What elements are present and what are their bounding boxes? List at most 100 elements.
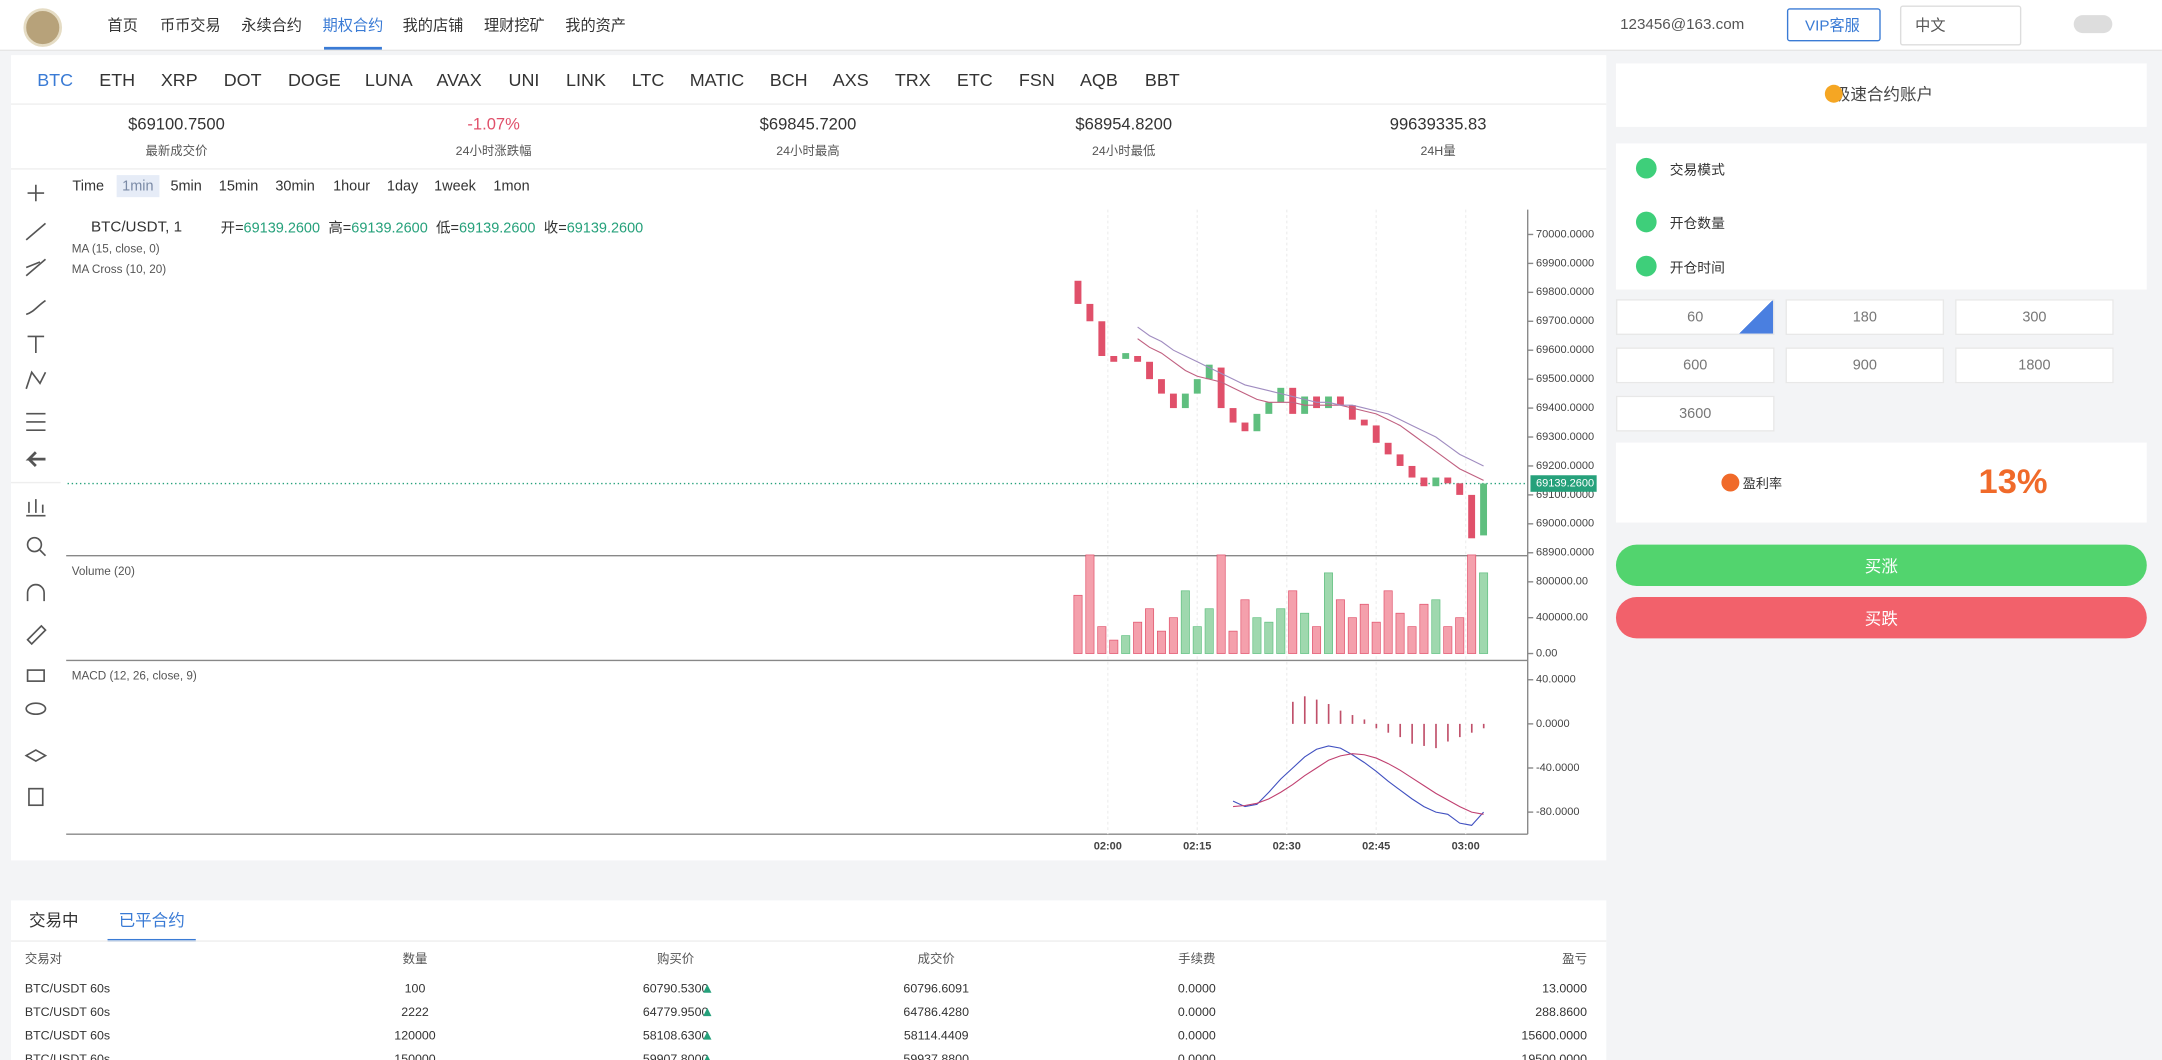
buy-up-button[interactable]: 买涨	[1615, 544, 2147, 586]
coin-tab[interactable]: LTC	[631, 69, 665, 91]
cell: 120000	[394, 1028, 436, 1043]
nav-item[interactable]: 我的店铺	[402, 17, 464, 35]
language[interactable]: 中文	[1915, 17, 1946, 35]
coin-tab[interactable]: DOGE	[287, 69, 341, 91]
coin-tab[interactable]: ETH	[99, 69, 136, 91]
nav-item[interactable]: 我的资产	[565, 17, 626, 35]
cell: 288.8600	[1535, 1005, 1587, 1019]
volume-bar	[1288, 590, 1298, 654]
volume-bar	[1085, 554, 1095, 654]
coin-tab[interactable]: LINK	[566, 69, 606, 91]
market-panel	[11, 55, 1607, 861]
interval-button[interactable]: Time	[72, 177, 105, 195]
ohlc-value: 69139.2600	[566, 219, 644, 237]
duration-button[interactable]: 900	[1785, 347, 1945, 384]
coin-tab[interactable]: MATIC	[689, 69, 745, 91]
macd-bar	[1292, 701, 1294, 724]
last-price-tag	[1530, 475, 1597, 492]
coin-tab[interactable]: XRP	[160, 69, 198, 91]
order-tab[interactable]: 已平合约	[118, 910, 185, 931]
column-header: 盈亏	[1562, 952, 1587, 966]
profit-icon	[1721, 473, 1740, 492]
user-account[interactable]: 123456@163.com	[1620, 16, 1745, 34]
nav-item[interactable]: 永续合约	[241, 17, 302, 35]
divider	[11, 103, 1607, 105]
macd-bar	[1387, 723, 1390, 733]
check-icon[interactable]	[1635, 211, 1657, 233]
check-icon[interactable]	[1635, 255, 1657, 277]
account-title: 极速合约账户	[1833, 84, 1934, 105]
cell: 58114.4409	[903, 1028, 969, 1043]
column-header: 手续费	[1178, 952, 1216, 966]
column-header: 成交价	[917, 952, 955, 966]
volume-bar	[1240, 599, 1250, 654]
interval-button[interactable]: 1hour	[333, 177, 371, 195]
candle	[1181, 393, 1189, 409]
coin-tab[interactable]: UNI	[508, 69, 540, 91]
duration-button[interactable]: 180	[1785, 299, 1945, 336]
volume-bar	[1371, 621, 1381, 654]
coin-tab[interactable]: BCH	[769, 69, 808, 91]
account-header	[1615, 63, 2147, 127]
duration-button[interactable]: 300	[1955, 299, 2114, 336]
duration-button[interactable]: 600	[1615, 347, 1775, 384]
duration-button[interactable]: 3600	[1615, 395, 1775, 432]
language-select[interactable]	[1899, 5, 2022, 46]
buy-down-button[interactable]: 买跌	[1615, 597, 2147, 639]
vip-button[interactable]	[1786, 8, 1881, 42]
vip-label[interactable]: VIP客服	[1805, 17, 1860, 35]
coin-tab[interactable]: LUNA	[364, 69, 413, 91]
ohlc-value: 69139.2600	[351, 219, 428, 237]
volume-bar	[1252, 617, 1262, 654]
candle	[1205, 364, 1213, 380]
interval-button[interactable]: 1day	[386, 177, 419, 195]
order-tab[interactable]: 交易中	[28, 910, 79, 931]
macd-bar	[1470, 723, 1473, 733]
duration-button[interactable]: 1800	[1955, 347, 2114, 384]
check-icon[interactable]	[1635, 157, 1657, 179]
indicator-label: MA (15, close, 0)	[71, 241, 160, 256]
volume-bar	[1419, 603, 1429, 654]
nav-underline	[324, 46, 382, 50]
candle	[1456, 483, 1464, 495]
logo[interactable]	[23, 8, 63, 47]
nav-item[interactable]: 币币交易	[159, 17, 221, 35]
duration-button[interactable]: 60	[1615, 299, 1775, 336]
coin-tab[interactable]: BTC	[37, 69, 74, 91]
nav-item[interactable]: 期权合约	[322, 17, 384, 35]
volume-bar	[1395, 612, 1405, 654]
candle	[1277, 387, 1285, 403]
ohlc-value: 69139.2600	[458, 219, 536, 237]
macd-bar	[1459, 723, 1461, 738]
coin-tab[interactable]: BBT	[1144, 69, 1180, 91]
interval-button[interactable]: 1mon	[493, 177, 530, 195]
interval-button[interactable]: 5min	[170, 177, 202, 195]
symbol: BTC/USDT, 1	[91, 219, 183, 236]
stat-value: $68954.8200	[1075, 114, 1173, 134]
y-tick-label: 69800.0000	[1536, 286, 1594, 298]
nav-item[interactable]: 首页	[107, 17, 138, 35]
macd-dea-line	[1233, 753, 1484, 815]
drawing-tools	[24, 184, 48, 807]
nav-item[interactable]: 理财挖矿	[483, 17, 545, 35]
coin-tab[interactable]: DOT	[223, 69, 262, 91]
candle	[1265, 402, 1273, 414]
cell: 2222	[401, 1005, 429, 1019]
coin-tab[interactable]: FSN	[1018, 69, 1055, 91]
interval-button[interactable]: 1min	[116, 175, 160, 198]
interval-button[interactable]: 30min	[275, 177, 315, 195]
y-tick-label: 0.00	[1536, 647, 1557, 659]
volume-bar	[1204, 608, 1214, 654]
coin-tab[interactable]: AVAX	[436, 69, 482, 91]
interval-button[interactable]: 1week	[434, 177, 476, 195]
volume-bar	[1467, 554, 1477, 654]
candle	[1289, 387, 1297, 414]
tab-border	[11, 940, 1607, 942]
theme-toggle[interactable]	[2073, 15, 2113, 34]
coin-tab[interactable]: ETC	[956, 69, 993, 91]
coin-tab[interactable]: TRX	[894, 69, 931, 91]
coin-tab[interactable]: AXS	[832, 69, 869, 91]
coin-tab[interactable]: AQB	[1079, 69, 1118, 91]
ohlc-value: 69139.2600	[243, 219, 321, 237]
interval-button[interactable]: 15min	[218, 177, 259, 195]
